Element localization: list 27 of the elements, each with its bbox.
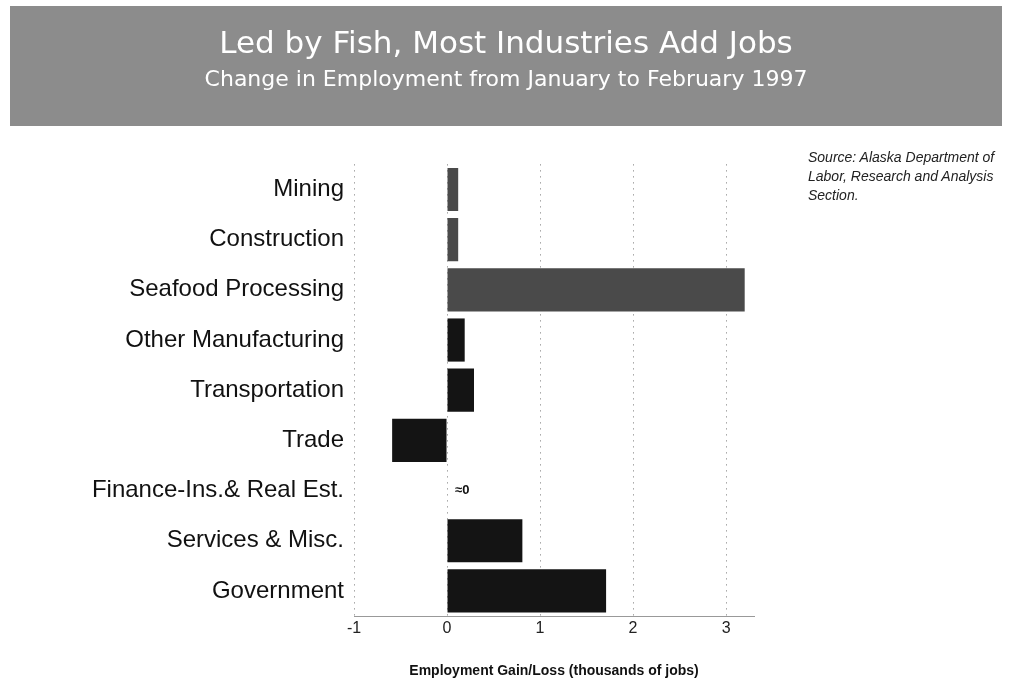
y-tick-label: Services & Misc. xyxy=(166,525,344,553)
x-tick-label: 1 xyxy=(535,619,545,637)
bar xyxy=(447,167,459,212)
x-tick-label: 2 xyxy=(628,619,638,637)
chart-title: Led by Fish, Most Industries Add Jobs xyxy=(218,24,794,60)
annotation: ≈0 xyxy=(455,482,470,498)
bar xyxy=(447,368,474,412)
bar xyxy=(447,318,465,362)
y-tick-label: Other Manufacturing xyxy=(125,324,344,352)
bar xyxy=(447,268,745,312)
bar xyxy=(392,418,447,462)
source-note: Source: Alaska Department of Labor, Research and Analysis Section. xyxy=(808,148,997,205)
y-tick-label: Finance-Ins.& Real Est. xyxy=(91,475,344,503)
y-tick-label: Construction xyxy=(209,224,344,252)
bar xyxy=(447,218,459,262)
y-tick-label: Seafood Processing xyxy=(129,274,344,302)
y-tick-label: Trade xyxy=(282,425,344,452)
y-tick-label: Transportation xyxy=(190,374,344,402)
bar xyxy=(447,519,523,563)
x-tick-label: 0 xyxy=(442,619,452,637)
x-tick-label: 3 xyxy=(721,619,731,637)
bar xyxy=(447,569,607,613)
x-axis-title: Employment Gain/Loss (thousands of jobs) xyxy=(409,662,699,679)
chart-subtitle: Change in Employment from January to February 1997 xyxy=(203,66,809,91)
x-tick-label: -1 xyxy=(346,619,362,637)
y-tick-label: Government xyxy=(211,575,345,603)
y-tick-label: Mining xyxy=(273,174,344,202)
